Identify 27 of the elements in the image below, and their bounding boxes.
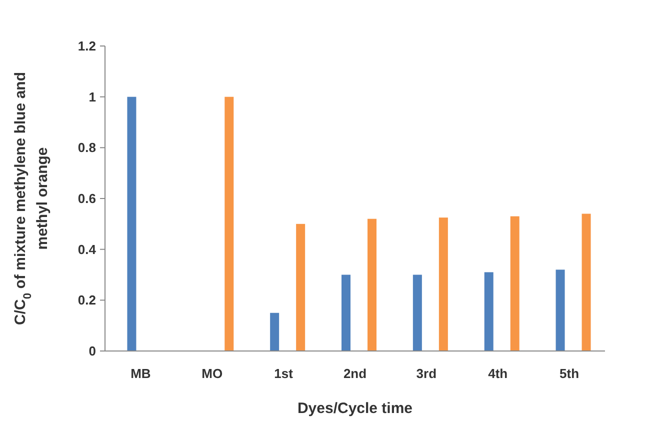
x-tick-label: 2nd [343,366,367,381]
bar [224,96,234,351]
bar [510,216,520,351]
bar [438,218,448,351]
bar [582,214,591,351]
x-tick-label: 1st [274,366,294,381]
bar [127,96,136,351]
y-tick-label: 0.2 [78,292,96,308]
bar [412,274,422,351]
x-tick-label: 4th [488,366,508,381]
y-tick-label: 1 [88,89,96,104]
bar [296,224,306,351]
y-tick-label: 0 [88,344,96,359]
y-tick-label: 0.6 [78,191,96,206]
x-axis-title: Dyes/Cycle time [297,400,413,417]
bar [342,274,350,351]
y-tick-label: 0.8 [78,140,96,156]
y-tick-label: 1.2 [78,38,96,54]
bar [556,270,565,351]
x-tick-label: 3rd [416,366,437,381]
bar [484,272,494,351]
x-tick-label: 5th [560,366,580,381]
y-tick-label: 0.4 [78,242,97,257]
x-tick-label: MB [130,366,151,381]
bar [270,312,280,351]
bar [368,218,376,351]
x-tick-label: MO [202,366,223,381]
